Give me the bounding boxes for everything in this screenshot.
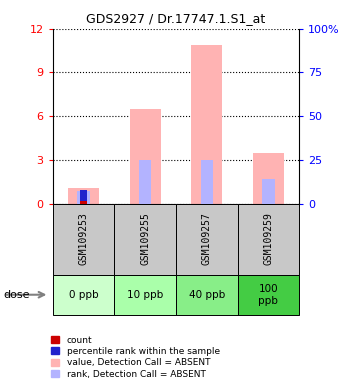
Legend: count, percentile rank within the sample, value, Detection Call = ABSENT, rank, : count, percentile rank within the sample…: [50, 335, 221, 379]
Bar: [114, 275, 176, 315]
Bar: [176, 275, 238, 315]
Text: GSM109253: GSM109253: [79, 213, 88, 265]
Text: 0 ppb: 0 ppb: [69, 290, 98, 300]
Title: GDS2927 / Dr.17747.1.S1_at: GDS2927 / Dr.17747.1.S1_at: [86, 12, 266, 25]
Text: 100
ppb: 100 ppb: [258, 284, 278, 306]
Bar: [139, 160, 151, 204]
Bar: [176, 204, 238, 275]
Text: GSM109259: GSM109259: [264, 213, 273, 265]
Text: GSM109255: GSM109255: [140, 213, 150, 265]
Text: GSM109257: GSM109257: [202, 213, 212, 265]
Bar: [191, 45, 222, 204]
Text: 40 ppb: 40 ppb: [189, 290, 225, 300]
Bar: [238, 275, 299, 315]
Bar: [130, 109, 160, 204]
Bar: [53, 275, 114, 315]
Bar: [68, 187, 99, 204]
Bar: [114, 204, 176, 275]
Text: dose: dose: [3, 290, 30, 300]
Bar: [238, 204, 299, 275]
Bar: [201, 160, 213, 204]
Bar: [262, 179, 275, 204]
Bar: [53, 204, 114, 275]
Bar: [253, 152, 284, 204]
Bar: [80, 201, 87, 204]
Bar: [78, 191, 90, 204]
Bar: [80, 190, 87, 204]
Text: 10 ppb: 10 ppb: [127, 290, 163, 300]
